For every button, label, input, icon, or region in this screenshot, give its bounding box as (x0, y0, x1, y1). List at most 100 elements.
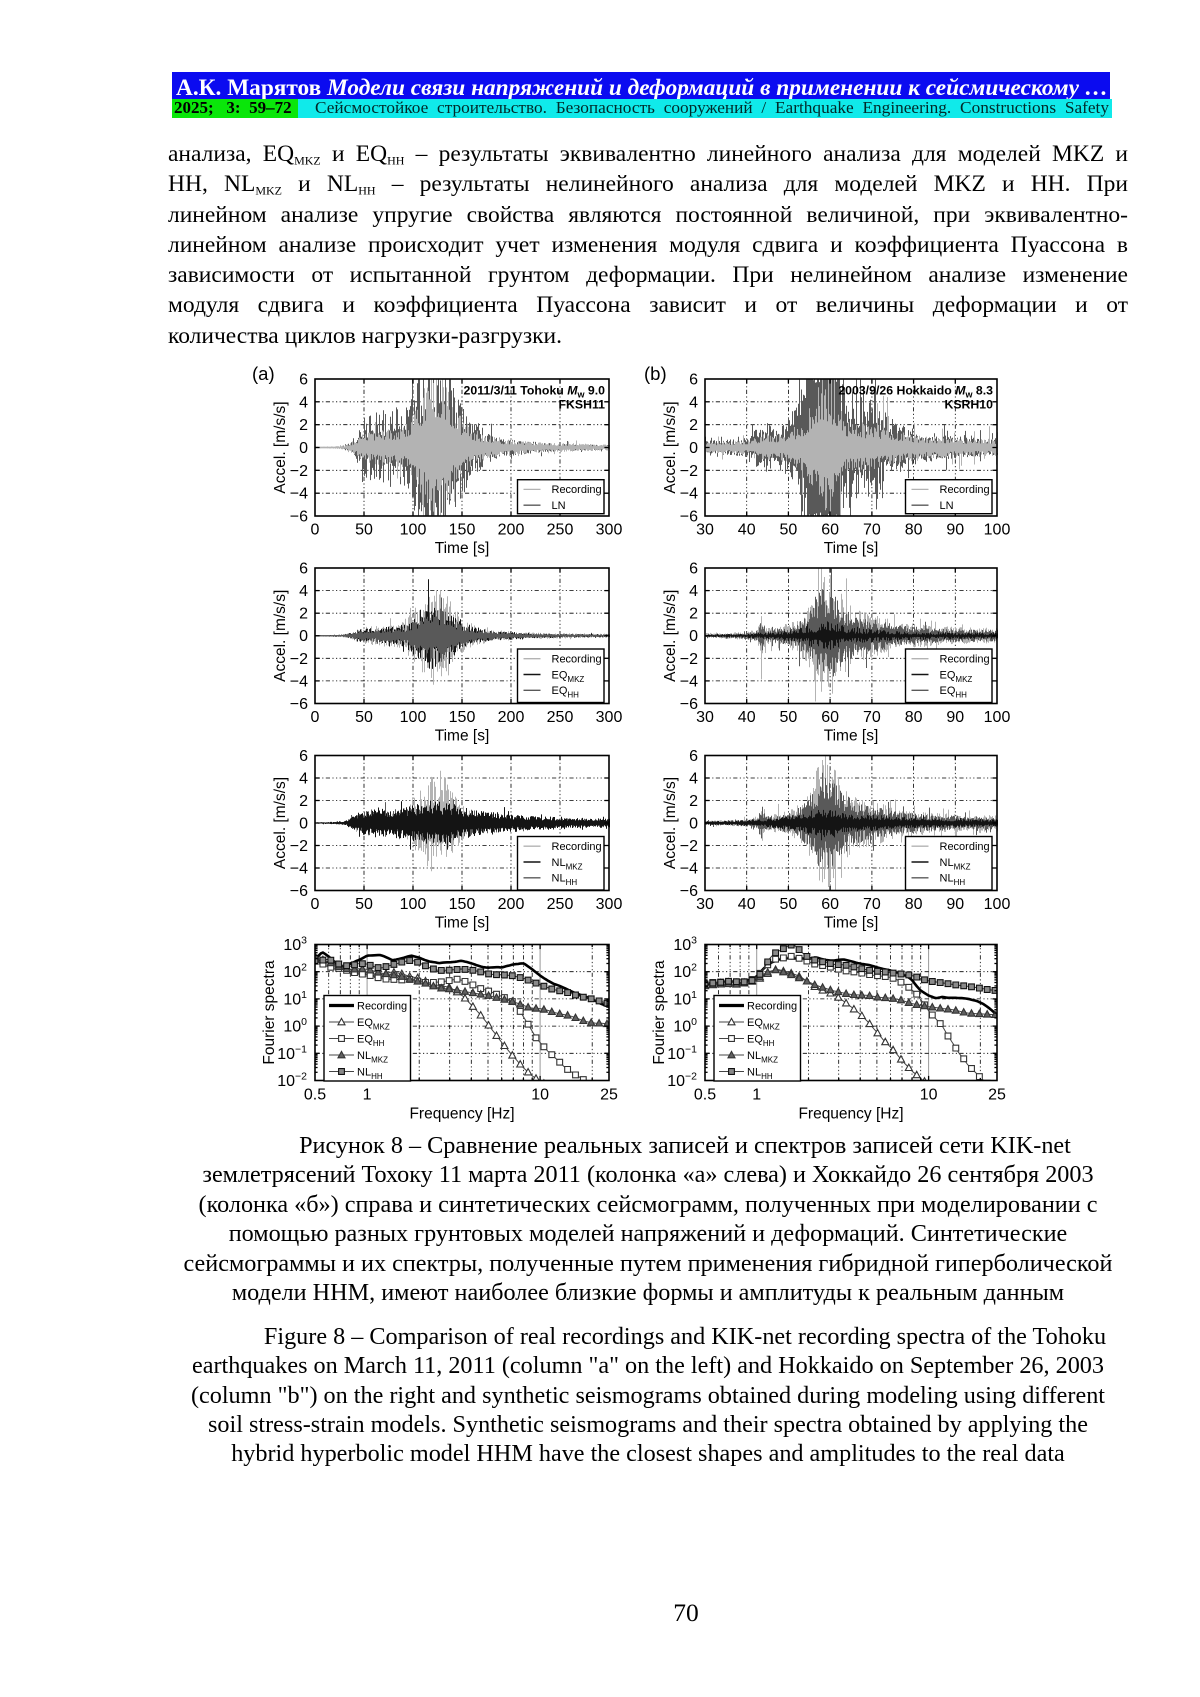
svg-text:−4: −4 (680, 861, 698, 878)
svg-text:−6: −6 (290, 509, 308, 526)
svg-text:300: 300 (596, 522, 623, 539)
svg-text:10: 10 (920, 1087, 938, 1104)
svg-text:4: 4 (299, 583, 308, 600)
svg-text:Fourier spectra: Fourier spectra (261, 960, 278, 1065)
svg-text:200: 200 (498, 522, 525, 539)
svg-text:2: 2 (299, 606, 308, 623)
svg-text:0: 0 (311, 896, 320, 913)
svg-text:6: 6 (299, 561, 308, 578)
svg-text:Accel. [m/s/s]: Accel. [m/s/s] (662, 401, 679, 493)
svg-text:(a): (a) (252, 363, 275, 384)
svg-text:−4: −4 (290, 673, 308, 690)
svg-text:250: 250 (547, 896, 574, 913)
svg-text:Frequency [Hz]: Frequency [Hz] (798, 1106, 903, 1123)
svg-text:4: 4 (299, 771, 308, 788)
svg-text:300: 300 (596, 709, 623, 726)
svg-text:100: 100 (400, 896, 427, 913)
svg-text:80: 80 (905, 522, 923, 539)
svg-text:6: 6 (299, 372, 308, 389)
svg-text:150: 150 (449, 896, 476, 913)
svg-text:90: 90 (946, 709, 964, 726)
svg-text:101: 101 (283, 989, 307, 1009)
svg-text:Recording: Recording (552, 654, 602, 666)
svg-text:2: 2 (689, 417, 698, 434)
svg-text:Fourier spectra: Fourier spectra (651, 960, 668, 1065)
svg-text:200: 200 (498, 709, 525, 726)
svg-text:Recording: Recording (357, 1000, 407, 1012)
svg-text:40: 40 (738, 522, 756, 539)
svg-text:250: 250 (547, 522, 574, 539)
svg-text:10−2: 10−2 (667, 1071, 697, 1091)
svg-text:30: 30 (696, 896, 714, 913)
svg-text:1: 1 (752, 1087, 761, 1104)
svg-text:−2: −2 (680, 651, 698, 668)
svg-text:100: 100 (984, 522, 1011, 539)
svg-text:250: 250 (547, 709, 574, 726)
svg-text:2: 2 (299, 793, 308, 810)
svg-text:0: 0 (299, 628, 308, 645)
svg-text:50: 50 (355, 896, 373, 913)
svg-text:102: 102 (673, 962, 697, 982)
svg-text:−2: −2 (680, 463, 698, 480)
svg-text:100: 100 (283, 1016, 307, 1036)
svg-text:Recording: Recording (747, 1000, 797, 1012)
svg-text:100: 100 (673, 1016, 697, 1036)
svg-text:90: 90 (946, 522, 964, 539)
svg-text:Frequency [Hz]: Frequency [Hz] (409, 1106, 514, 1123)
svg-text:0: 0 (689, 816, 698, 833)
svg-text:2: 2 (689, 606, 698, 623)
svg-text:60: 60 (821, 522, 839, 539)
svg-text:80: 80 (905, 896, 923, 913)
svg-text:25: 25 (600, 1087, 618, 1104)
svg-text:Accel. [m/s/s]: Accel. [m/s/s] (662, 777, 679, 869)
svg-text:Accel. [m/s/s]: Accel. [m/s/s] (272, 401, 289, 493)
svg-text:Recording: Recording (940, 654, 990, 666)
svg-text:102: 102 (283, 962, 307, 982)
svg-text:(b): (b) (644, 363, 667, 384)
svg-text:Accel. [m/s/s]: Accel. [m/s/s] (272, 777, 289, 869)
svg-text:50: 50 (780, 709, 798, 726)
svg-text:100: 100 (984, 896, 1011, 913)
svg-text:0: 0 (299, 816, 308, 833)
svg-text:6: 6 (299, 748, 308, 765)
svg-text:10−2: 10−2 (277, 1071, 307, 1091)
svg-text:10−1: 10−1 (277, 1043, 307, 1063)
svg-text:KSRH10: KSRH10 (944, 398, 993, 412)
svg-text:−2: −2 (290, 651, 308, 668)
svg-text:2: 2 (299, 417, 308, 434)
svg-text:−2: −2 (290, 463, 308, 480)
svg-text:100: 100 (400, 709, 427, 726)
svg-text:2: 2 (689, 793, 698, 810)
svg-text:50: 50 (355, 709, 373, 726)
svg-text:103: 103 (673, 935, 697, 955)
svg-text:300: 300 (596, 896, 623, 913)
svg-text:2011/3/11 Tohoku Mw 9.0: 2011/3/11 Tohoku Mw 9.0 (464, 384, 606, 400)
svg-text:−2: −2 (680, 838, 698, 855)
svg-text:0.5: 0.5 (694, 1087, 716, 1104)
svg-text:4: 4 (689, 583, 698, 600)
svg-text:100: 100 (400, 522, 427, 539)
svg-text:Time [s]: Time [s] (435, 915, 490, 932)
svg-text:−6: −6 (680, 883, 698, 900)
svg-text:−4: −4 (680, 486, 698, 503)
svg-text:Recording: Recording (552, 841, 602, 853)
svg-text:4: 4 (689, 771, 698, 788)
svg-text:Time [s]: Time [s] (824, 915, 879, 932)
svg-text:1: 1 (363, 1087, 372, 1104)
svg-text:40: 40 (738, 709, 756, 726)
svg-text:60: 60 (821, 709, 839, 726)
svg-text:Recording: Recording (940, 841, 990, 853)
svg-text:6: 6 (689, 748, 698, 765)
svg-text:150: 150 (449, 709, 476, 726)
svg-text:30: 30 (696, 522, 714, 539)
svg-text:90: 90 (946, 896, 964, 913)
svg-text:100: 100 (984, 709, 1011, 726)
svg-text:Time [s]: Time [s] (435, 540, 490, 557)
svg-text:70: 70 (863, 709, 881, 726)
svg-text:LN: LN (552, 500, 566, 512)
svg-text:2003/9/26 Hokkaido Mw 8.3: 2003/9/26 Hokkaido Mw 8.3 (838, 384, 993, 400)
svg-text:60: 60 (821, 896, 839, 913)
svg-text:0: 0 (299, 440, 308, 457)
svg-text:50: 50 (780, 896, 798, 913)
svg-text:0: 0 (311, 709, 320, 726)
